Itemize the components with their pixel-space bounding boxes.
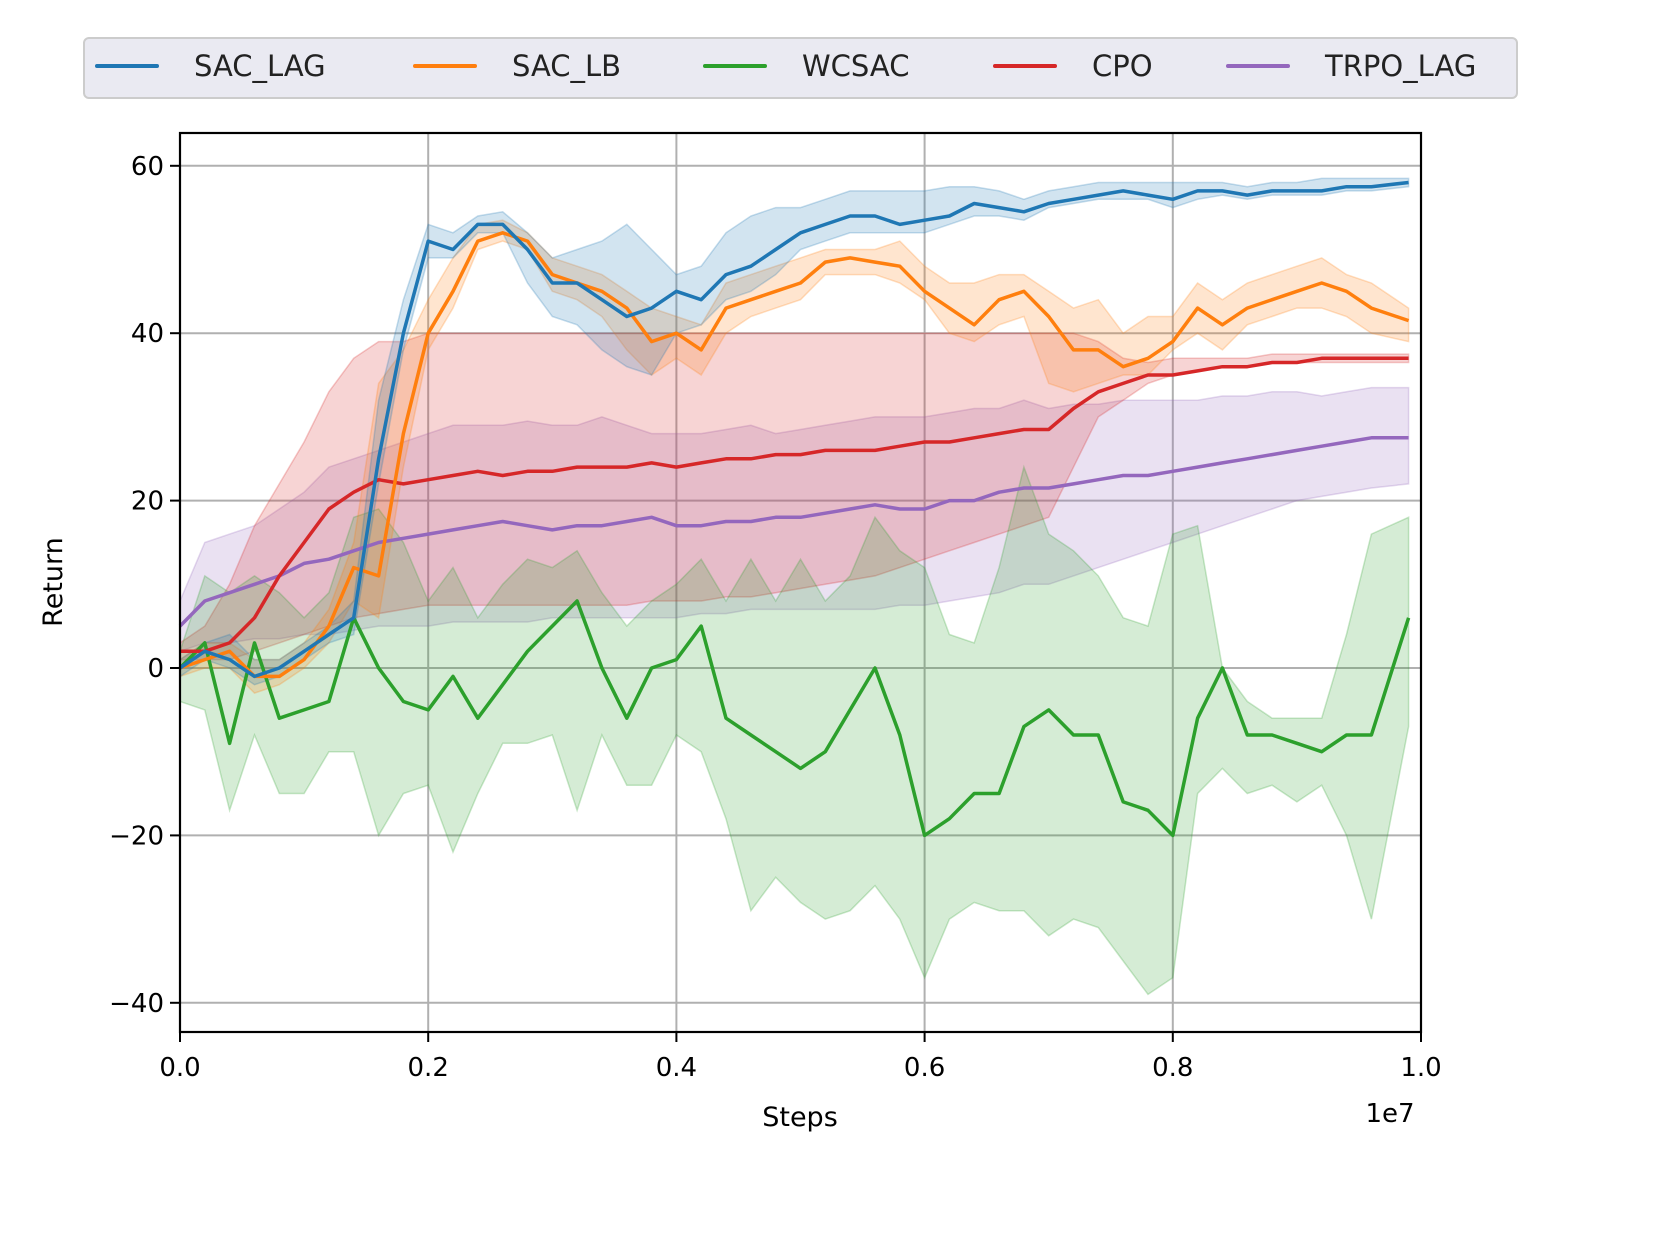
legend-box <box>83 37 1518 99</box>
grid <box>179 133 1422 1032</box>
series-lines <box>178 180 1411 838</box>
x-tick-label: 0.2 <box>408 1053 449 1083</box>
legend-item: SAC_LB <box>413 49 621 83</box>
y-tick-label: −20 <box>109 821 164 851</box>
band-sac-lb <box>179 219 1410 694</box>
x-axis-scale-label: 1e7 <box>1365 1099 1414 1129</box>
legend-label: WCSAC <box>802 49 909 83</box>
y-tick-label: −40 <box>109 989 164 1019</box>
plot-frame <box>178 131 1423 1034</box>
y-tick-label: 0 <box>147 654 164 684</box>
y-axis: −40 −20 0 20 40 60 <box>109 152 180 1019</box>
y-tick-label: 60 <box>131 152 164 182</box>
legend: SAC_LAG SAC_LB WCSAC CPO TRPO_LAG <box>83 37 1518 99</box>
legend-item: CPO <box>993 49 1153 83</box>
band-trpo-lag <box>179 386 1410 653</box>
x-axis-label: Steps <box>762 1102 838 1133</box>
legend-item: WCSAC <box>703 49 909 83</box>
y-tick-label: 20 <box>131 487 164 517</box>
legend-item: TRPO_LAG <box>1226 49 1476 83</box>
y-tick-label: 40 <box>131 319 164 349</box>
line-sac-lag <box>179 180 1409 679</box>
x-tick-label: 0.0 <box>159 1053 200 1083</box>
line-trpo-lag <box>178 436 1409 628</box>
x-tick-label: 0.8 <box>1152 1053 1193 1083</box>
legend-label: SAC_LB <box>512 49 621 83</box>
band-wcsac <box>179 464 1410 996</box>
legend-item: SAC_LAG <box>95 49 326 83</box>
legend-label: SAC_LAG <box>194 49 326 83</box>
line-sac-lb <box>179 231 1410 679</box>
confidence-bands <box>179 177 1410 996</box>
line-wcsac <box>178 599 1411 838</box>
band-cpo <box>179 332 1410 661</box>
legend-label: TRPO_LAG <box>1324 49 1476 83</box>
x-tick-label: 1.0 <box>1400 1053 1441 1083</box>
legend-label: CPO <box>1092 49 1153 83</box>
x-tick-label: 0.4 <box>656 1053 697 1083</box>
line-cpo <box>180 356 1409 654</box>
y-axis-label: Return <box>38 537 69 627</box>
x-axis: 0.0 0.2 0.4 0.6 0.8 1.0 <box>159 1032 1442 1083</box>
band-sac-lag <box>179 177 1410 686</box>
x-tick-label: 0.6 <box>904 1053 945 1083</box>
